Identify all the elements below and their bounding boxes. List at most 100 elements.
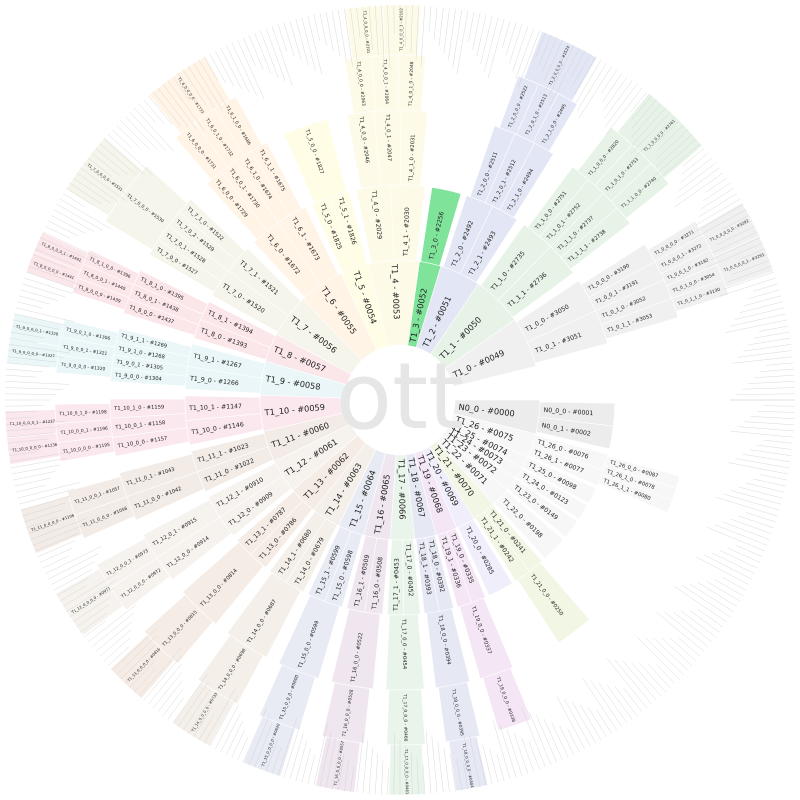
leaf-hairline bbox=[368, 6, 373, 50]
leaf-hairline bbox=[603, 76, 628, 111]
leaf-hairline bbox=[753, 478, 786, 487]
leaf-hairline bbox=[26, 517, 58, 529]
leaf-hairline bbox=[17, 301, 43, 309]
leaf-hairline bbox=[331, 745, 340, 790]
sunburst-segment[interactable] bbox=[65, 136, 143, 216]
leaf-hairline bbox=[653, 637, 689, 671]
sunburst-segment[interactable] bbox=[20, 495, 83, 554]
leaf-hairline bbox=[456, 758, 462, 791]
leaf-hairline bbox=[248, 34, 264, 70]
leaf-hairline bbox=[738, 515, 774, 529]
leaf-hairline bbox=[7, 356, 57, 363]
sunburst-segment[interactable] bbox=[507, 478, 578, 538]
leaf-hairline bbox=[73, 596, 112, 623]
leaf-hairline bbox=[374, 5, 379, 56]
leaf-hairline bbox=[480, 15, 493, 65]
leaf-hairline bbox=[656, 129, 689, 159]
leaf-hairline bbox=[719, 550, 758, 569]
sunburst-segment[interactable] bbox=[457, 518, 513, 597]
leaf-hairline bbox=[606, 658, 648, 709]
leaf-hairline bbox=[410, 5, 413, 53]
sunburst-segment[interactable] bbox=[315, 736, 361, 793]
leaf-hairline bbox=[84, 162, 135, 202]
leaf-hairline bbox=[735, 254, 768, 268]
leaf-hairline bbox=[763, 439, 793, 444]
leaf-hairline bbox=[356, 733, 364, 793]
leaf-hairline bbox=[8, 344, 71, 354]
leaf-hairline bbox=[556, 696, 586, 750]
leaf-hairline bbox=[344, 759, 350, 792]
sunburst-segment[interactable] bbox=[4, 409, 57, 439]
node-label: T1_10_0_1 - #1158 bbox=[114, 420, 166, 431]
sunburst-segment[interactable] bbox=[517, 562, 590, 644]
leaf-hairline bbox=[6, 362, 50, 368]
leaf-hairline bbox=[656, 611, 705, 652]
leaf-hairline bbox=[735, 458, 790, 469]
leaf-hairline bbox=[425, 730, 432, 794]
node-label: T1_10_1 - #1147 bbox=[188, 403, 242, 412]
sunburst-segment[interactable] bbox=[535, 416, 614, 450]
sunburst-segment[interactable] bbox=[494, 490, 564, 559]
leaf-hairline bbox=[431, 736, 438, 794]
leaf-hairline bbox=[577, 63, 607, 111]
leaf-hairline bbox=[572, 53, 591, 87]
leaf-hairline bbox=[766, 362, 794, 366]
sunburst-segment[interactable] bbox=[616, 92, 703, 179]
leaf-hairline bbox=[676, 167, 720, 200]
leaf-hairline bbox=[6, 368, 43, 373]
leaf-hairline bbox=[550, 47, 580, 106]
leaf-hairline bbox=[750, 416, 795, 419]
leaf-hairline bbox=[681, 584, 731, 618]
leaf-hairline bbox=[672, 611, 713, 643]
leaf-hairline bbox=[42, 555, 69, 569]
leaf-hairline bbox=[693, 204, 744, 233]
leaf-hairline bbox=[220, 712, 241, 753]
leaf-hairline bbox=[714, 524, 768, 546]
sunburst-segment[interactable] bbox=[382, 4, 421, 56]
sunburst-segment[interactable] bbox=[33, 231, 89, 272]
leaf-hairline bbox=[456, 10, 469, 75]
sunburst-segment[interactable] bbox=[516, 468, 588, 520]
sunburst-segment[interactable] bbox=[388, 744, 426, 796]
leaf-hairline bbox=[653, 143, 701, 184]
leaf-hairline bbox=[405, 746, 407, 795]
leaf-hairline bbox=[45, 546, 102, 574]
root-node bbox=[345, 345, 455, 455]
leaf-hairline bbox=[759, 325, 789, 332]
sunburst-segment[interactable] bbox=[522, 457, 597, 504]
sunburst-segment[interactable] bbox=[597, 474, 673, 513]
leaf-hairline bbox=[99, 629, 132, 657]
leaf-hairline bbox=[91, 152, 120, 176]
leaf-hairline bbox=[647, 664, 671, 689]
leaf-hairline bbox=[543, 718, 563, 761]
sunburst-segment[interactable] bbox=[283, 118, 347, 204]
node-label: T1_4_0_1 - #2047 bbox=[384, 113, 392, 161]
leaf-hairline bbox=[535, 32, 546, 58]
sunburst-segment[interactable] bbox=[713, 235, 774, 288]
leaf-hairline bbox=[103, 637, 131, 662]
leaf-hairline bbox=[231, 42, 257, 96]
leaf-hairline bbox=[732, 356, 793, 364]
leaf-hairline bbox=[66, 188, 94, 206]
leaf-hairline bbox=[567, 728, 580, 753]
leaf-hairline bbox=[416, 758, 419, 795]
leaf-hairline bbox=[107, 646, 130, 666]
leaf-hairline bbox=[129, 660, 156, 689]
leaf-hairline bbox=[738, 486, 783, 499]
leaf-hairline bbox=[393, 733, 395, 795]
leaf-hairline bbox=[462, 729, 475, 789]
leaf-hairline bbox=[319, 731, 332, 787]
sunburst-segment[interactable] bbox=[148, 56, 231, 134]
sunburst-segment[interactable] bbox=[420, 187, 462, 267]
leaf-hairline bbox=[116, 635, 157, 676]
leaf-hairline bbox=[505, 22, 517, 56]
leaf-hairline bbox=[313, 723, 328, 786]
leaf-hairline bbox=[682, 148, 705, 167]
leaf-hairline bbox=[242, 37, 256, 67]
leaf-hairline bbox=[30, 260, 59, 272]
leaf-hairline bbox=[381, 5, 385, 62]
node-label: T1_4_0_0_0_1 - #2102 bbox=[398, 7, 403, 52]
sunburst-segment[interactable] bbox=[482, 667, 532, 731]
leaf-hairline bbox=[680, 157, 713, 183]
leaf-hairline bbox=[745, 482, 785, 493]
